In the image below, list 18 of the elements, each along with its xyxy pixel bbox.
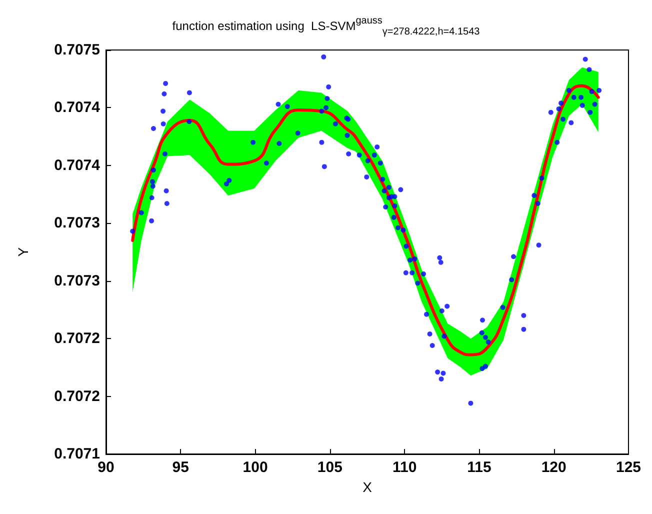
- y-tick-label: 0.7071: [54, 446, 100, 462]
- y-tick-label: 0.7072: [54, 388, 100, 405]
- x-tick-label: 110: [392, 459, 417, 476]
- x-tick-label: 105: [317, 459, 342, 476]
- y-tick-label: 0.7072: [54, 330, 100, 348]
- x-axis-title: X: [362, 478, 373, 495]
- x-tick-label: 90: [98, 459, 114, 476]
- y-tick-label: 0.7075: [54, 42, 100, 58]
- x-tick-label: 125: [616, 459, 641, 476]
- y-tick-label: 0.7074: [54, 156, 101, 174]
- x-tick-label: 120: [541, 459, 566, 476]
- x-tick-label: 115: [467, 459, 492, 476]
- y-tick-label: 0.7073: [54, 272, 100, 290]
- x-tick-label: 100: [242, 459, 268, 476]
- y-tick-label: 0.7074: [54, 99, 101, 116]
- x-tick-label: 95: [172, 459, 189, 476]
- y-axis-title: Y: [15, 246, 31, 257]
- y-tick-label: 0.7073: [54, 214, 100, 232]
